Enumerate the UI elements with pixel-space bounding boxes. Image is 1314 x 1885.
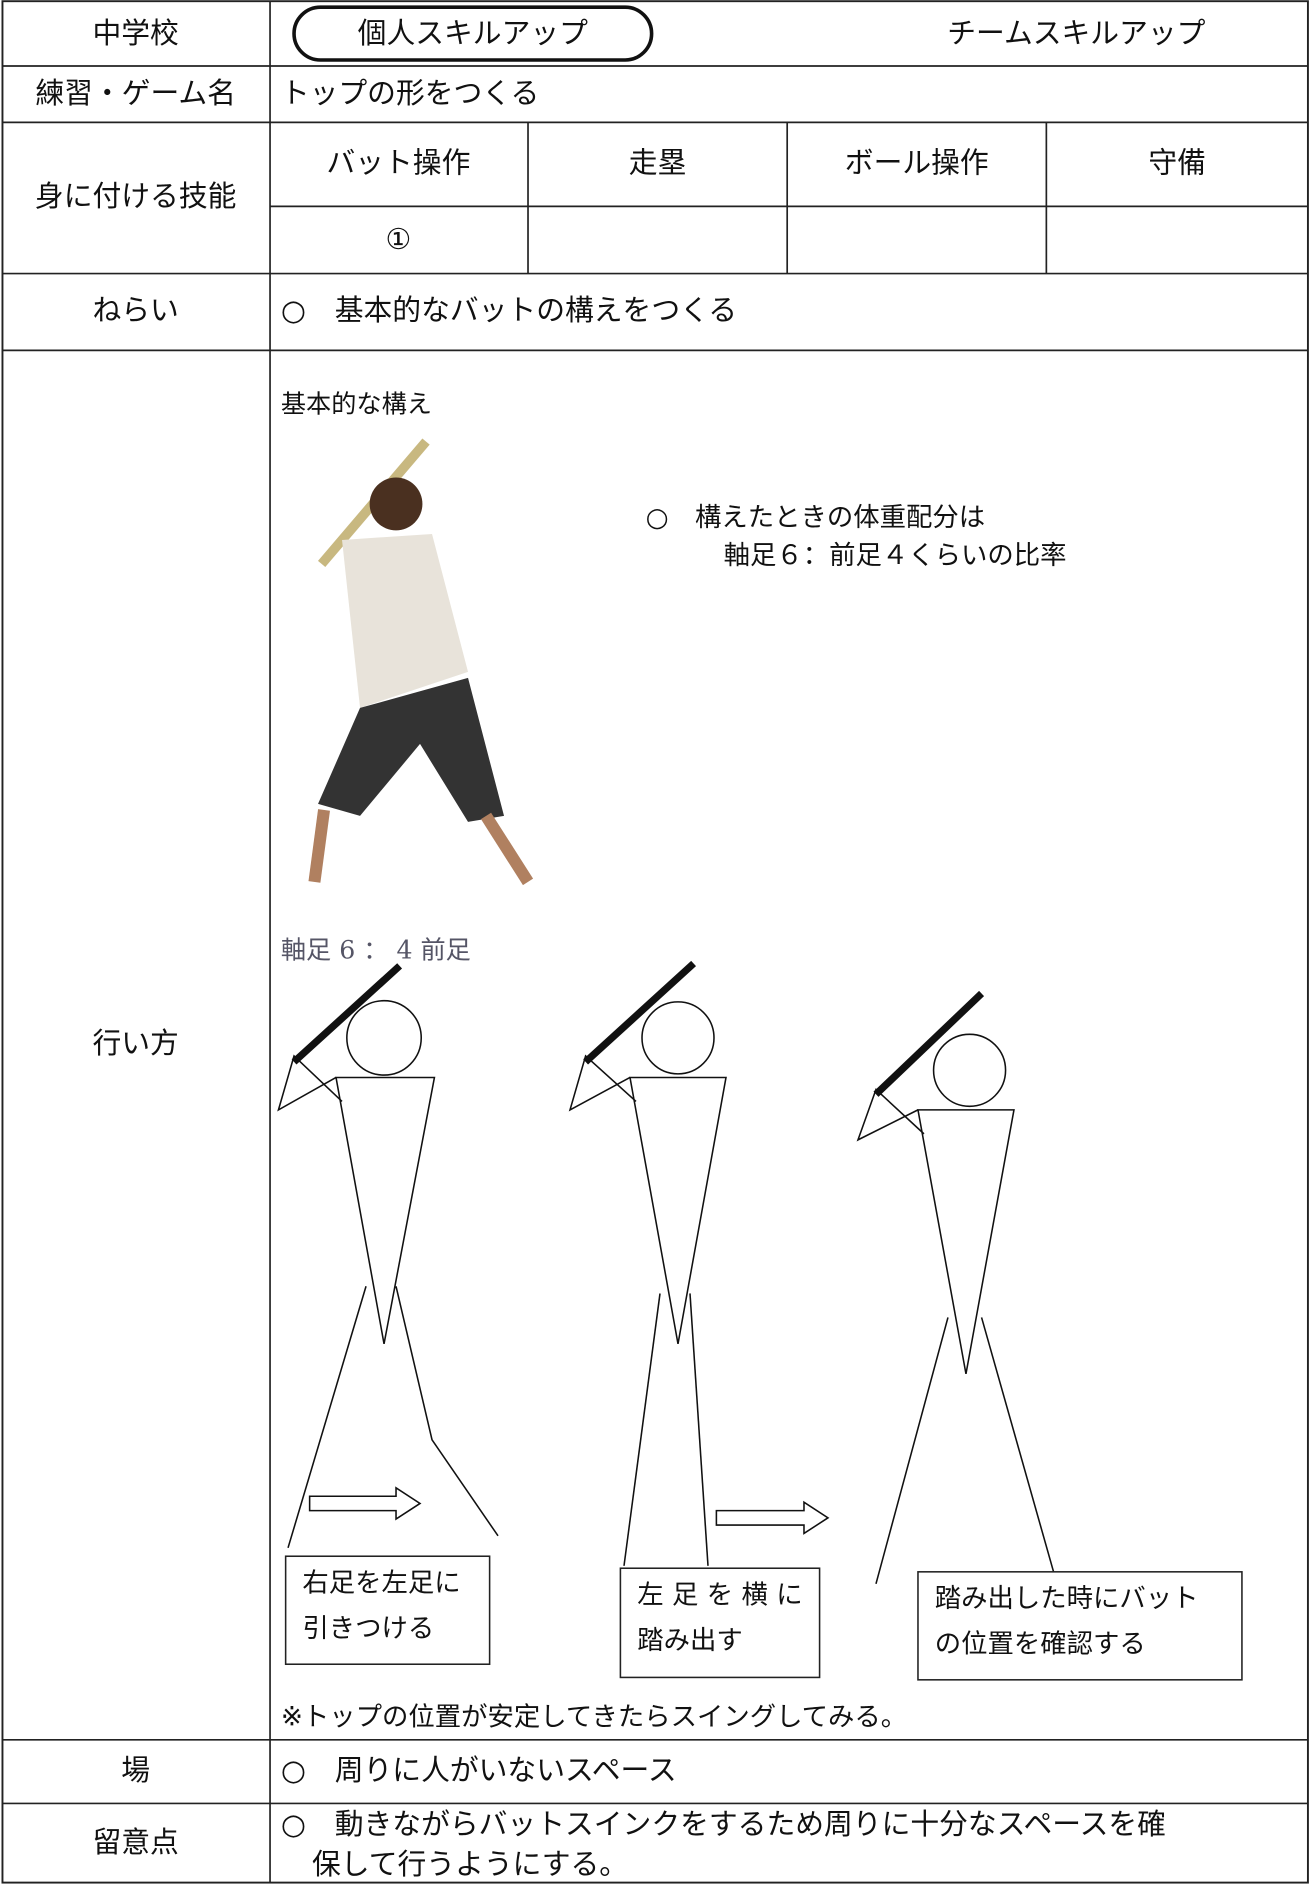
step-box bbox=[284, 1555, 491, 1666]
label: 中学校 bbox=[92, 16, 178, 50]
note: 軸足６：前足４くらいの比率 bbox=[724, 541, 1067, 571]
label: 留意点 bbox=[92, 1825, 178, 1859]
note: ○ 構えたときの体重配分は bbox=[646, 503, 986, 533]
value: ○ 周りに人がいないスペース bbox=[281, 1753, 677, 1787]
step-text: 引きつける bbox=[302, 1614, 434, 1644]
heading: 基本的な構え bbox=[281, 390, 432, 419]
option: チームスキルアップ bbox=[947, 16, 1205, 50]
footnote: ※トップの位置が安定してきたらスイングしてみる。 bbox=[281, 1703, 907, 1733]
value: ○ 基本的なバットの構えをつくる bbox=[281, 293, 737, 327]
label: 身に付ける技能 bbox=[35, 179, 236, 213]
column-header: 走塁 bbox=[629, 145, 687, 179]
step-box bbox=[917, 1571, 1243, 1681]
value: ○ 動きながらバットスインクをするため周りに十分なスペースを確 bbox=[281, 1807, 1166, 1841]
column-header: ボール操作 bbox=[845, 145, 989, 179]
step-box bbox=[619, 1567, 821, 1679]
mark: ① bbox=[386, 222, 412, 256]
value: 保して行うようにする。 bbox=[312, 1847, 628, 1881]
step-text: 右足を左足に bbox=[302, 1568, 460, 1598]
step-text: の位置を確認する bbox=[935, 1630, 1146, 1660]
label: 場 bbox=[121, 1753, 150, 1787]
label: ねらい bbox=[92, 293, 178, 327]
stick-figures bbox=[277, 960, 1055, 1585]
step-text: 踏み出した時にバット bbox=[935, 1584, 1199, 1614]
value: トップの形をつくる bbox=[281, 76, 539, 110]
option: 個人スキルアップ bbox=[358, 16, 588, 50]
caption: 軸足 6 ： 4 前足 bbox=[281, 935, 471, 964]
photo bbox=[308, 438, 534, 886]
step-text: 踏み出す bbox=[637, 1626, 743, 1656]
column-header: 守備 bbox=[1148, 145, 1206, 179]
column-header: バット操作 bbox=[326, 145, 470, 179]
selected-oval bbox=[292, 5, 654, 62]
label: 練習・ゲーム名 bbox=[35, 76, 236, 110]
step-text: 左 足 を 横 に bbox=[637, 1580, 802, 1610]
label: 行い方 bbox=[92, 1026, 178, 1060]
